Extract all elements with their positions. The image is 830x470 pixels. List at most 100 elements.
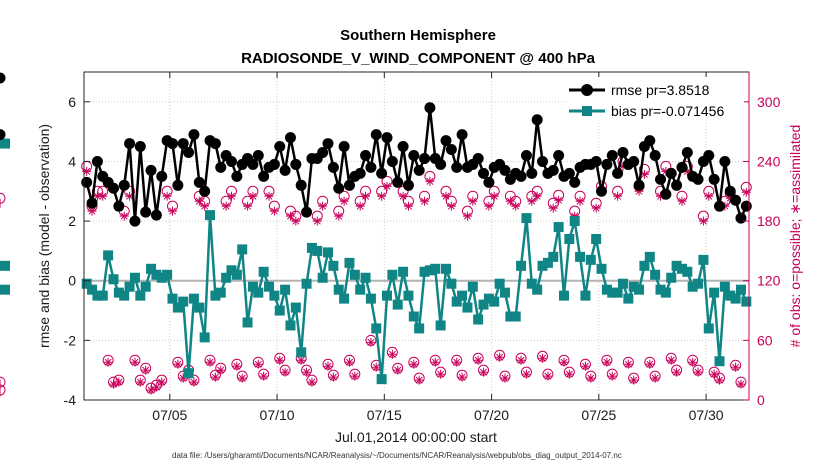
assimilated-point [731, 362, 741, 372]
bias-point [344, 257, 355, 268]
possible-point [0, 384, 6, 396]
bias-point [601, 284, 612, 295]
rmse-point [553, 149, 565, 161]
rmse-point [590, 155, 602, 167]
y2-tick-label: 120 [757, 273, 781, 289]
assimilated-point [398, 191, 408, 201]
rmse-point [730, 194, 742, 206]
bias-point [108, 274, 119, 285]
assimilated-point [527, 196, 537, 206]
bias-point [671, 260, 682, 271]
assimilated-point [291, 216, 301, 226]
bias-point [655, 284, 666, 295]
bias-point [140, 281, 151, 292]
assimilated-point [736, 379, 746, 389]
rmse-point [295, 179, 307, 191]
assimilated-point [98, 191, 108, 201]
assimilated-count-markers [0, 161, 751, 397]
assimilated-point [693, 367, 703, 377]
bias-point [398, 266, 409, 277]
bias-point [478, 299, 489, 310]
bias-point [569, 216, 580, 227]
assimilated-point [173, 359, 183, 369]
bias-point [103, 250, 114, 261]
bias-point [457, 290, 468, 301]
bias-point [339, 293, 350, 304]
assimilated-point [264, 191, 274, 201]
x-axis-label: Jul.01,2014 00:00:00 start [335, 429, 497, 445]
assimilated-point [162, 191, 172, 201]
bias-point [467, 281, 478, 292]
rmse-point [719, 155, 731, 167]
rmse-point [91, 155, 103, 167]
assimilated-point [382, 181, 392, 191]
bias-point [499, 287, 510, 298]
rmse-point [633, 179, 645, 191]
assimilated-point [452, 357, 462, 367]
assimilated-point [366, 337, 376, 347]
assimilated-point [237, 373, 247, 383]
rmse-point [188, 129, 200, 141]
bias-point [81, 278, 92, 289]
bias-point [146, 263, 157, 274]
assimilated-point [591, 203, 601, 213]
rmse-point [676, 161, 688, 173]
rmse-point [612, 167, 624, 179]
assimilated-point [473, 355, 483, 365]
rmse-point [301, 206, 313, 218]
rmse-point [537, 155, 549, 167]
legend-bias-label: bias pr=-0.071456 [611, 103, 724, 119]
assimilated-point [141, 365, 151, 375]
assimilated-point [521, 369, 531, 379]
bias-point [537, 260, 548, 271]
bias-point [564, 233, 575, 244]
assimilated-point [371, 362, 381, 372]
assimilated-point [484, 201, 494, 211]
assimilated-point [666, 355, 676, 365]
bias-point [693, 278, 704, 289]
assimilated-point [446, 201, 456, 211]
assimilated-point [613, 191, 623, 201]
bias-point [682, 266, 693, 277]
assimilated-point [704, 191, 714, 201]
rmse-point [708, 173, 720, 185]
assimilated-point [580, 361, 590, 371]
assimilated-point [259, 371, 269, 381]
y-tick-label: -4 [64, 392, 77, 408]
bias-point [607, 287, 618, 298]
bias-point [323, 247, 334, 258]
legend-box [566, 77, 744, 121]
assimilated-point [328, 372, 338, 382]
assimilated-point [334, 211, 344, 221]
y-tick-label: 4 [68, 153, 76, 169]
assimilated-point [607, 371, 617, 381]
bias-point [301, 278, 312, 289]
rmse-point [134, 141, 146, 153]
assimilated-point [200, 201, 210, 211]
bias-point [414, 323, 425, 334]
rmse-point [644, 135, 656, 147]
rmse-point [247, 158, 259, 170]
assimilated-point [489, 191, 499, 201]
bias-point [258, 266, 269, 277]
assimilated-point [479, 367, 489, 377]
rmse-point [183, 147, 195, 159]
assimilated-point [602, 357, 612, 367]
assimilated-point [511, 201, 521, 211]
bias-point [317, 272, 328, 283]
rmse-point [381, 132, 393, 144]
bias-point [446, 278, 457, 289]
bias-point [660, 287, 671, 298]
rmse-point [526, 167, 538, 179]
bias-point [328, 260, 339, 271]
bias-point [119, 290, 130, 301]
legend-bias-marker [582, 106, 592, 116]
bias-point [231, 269, 242, 280]
rmse-point [547, 164, 559, 176]
rmse-series [0, 72, 752, 227]
rmse-point [290, 158, 302, 170]
bias-point [188, 293, 199, 304]
bias-point [521, 213, 532, 224]
assimilated-point [516, 355, 526, 365]
bias-point [596, 263, 607, 274]
